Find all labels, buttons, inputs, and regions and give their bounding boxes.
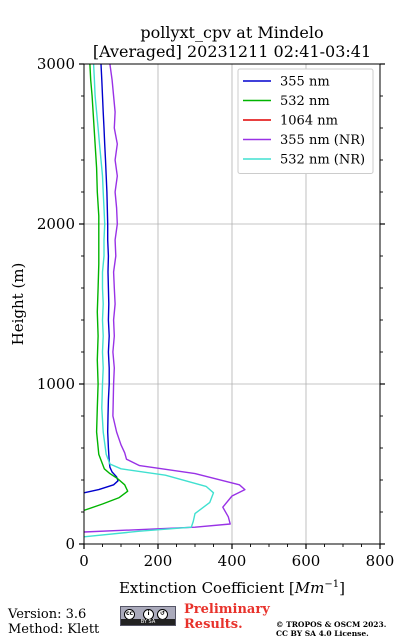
series-layer — [83, 63, 246, 538]
x-axis-label-unit: Mm — [294, 579, 325, 597]
legend: 355 nm 532 nm 1064 nm 355 nm (NR) 532 nm (NR… — [237, 68, 374, 174]
y-tick-label-1: 1000 — [37, 375, 75, 393]
x-tick-labels: 0 200 400 600 800 — [79, 552, 394, 570]
version-text: Version: 3.6 — [8, 607, 87, 622]
legend-label-0: 355 nm — [280, 75, 330, 90]
x-tick-label-1: 200 — [144, 552, 173, 570]
legend-label-1: 532 nm — [280, 94, 330, 109]
preliminary-line-1: Preliminary — [184, 602, 270, 617]
method-text: Method: Klett — [8, 622, 100, 637]
copyright-line-1: © TROPOS & OSCM 2023. — [276, 620, 387, 629]
legend-label-2: 1064 nm — [280, 114, 338, 129]
copyright-line-2: CC BY SA 4.0 License. — [276, 629, 369, 638]
y-tick-labels: 0 1000 2000 3000 — [37, 55, 75, 553]
series-line-4 — [83, 63, 215, 538]
x-tick-label-0: 0 — [79, 552, 89, 570]
series-line-1 — [83, 63, 129, 512]
legend-label-4: 532 nm (NR) — [280, 153, 365, 168]
chart-title: pollyxt_cpv at Mindelo — [140, 23, 323, 42]
y-tick-label-0: 0 — [65, 535, 75, 553]
x-axis-label-text: Extinction Coefficient [ — [119, 579, 295, 597]
chart-subtitle: [Averaged] 20231211 02:41-03:41 — [93, 42, 371, 61]
legend-box — [237, 68, 374, 174]
y-axis-label: Height (m) — [9, 263, 27, 346]
badge-text: BY SA — [121, 619, 175, 625]
x-axis-label: Extinction Coefficient [Mm−1] — [119, 579, 345, 597]
y-tick-label-2: 2000 — [37, 215, 75, 233]
y-tick-label-3: 3000 — [37, 55, 75, 73]
x-tick-label-4: 800 — [366, 552, 395, 570]
legend-label-3: 355 nm (NR) — [280, 133, 365, 148]
preliminary-results-note: Preliminary Results. — [184, 602, 270, 632]
x-axis-label-exponent: −1 — [324, 579, 339, 590]
x-tick-label-3: 600 — [292, 552, 321, 570]
x-axis-label-close: ] — [339, 579, 345, 597]
axis-ticks — [79, 63, 385, 549]
cc-license-badge: cc i ↺ BY SA — [120, 606, 176, 626]
series-line-3 — [83, 63, 246, 533]
preliminary-line-2: Results. — [184, 617, 243, 632]
x-tick-label-2: 400 — [218, 552, 247, 570]
series-line-0 — [83, 63, 119, 494]
copyright-note: © TROPOS & OSCM 2023. CC BY SA 4.0 Licen… — [276, 620, 386, 638]
